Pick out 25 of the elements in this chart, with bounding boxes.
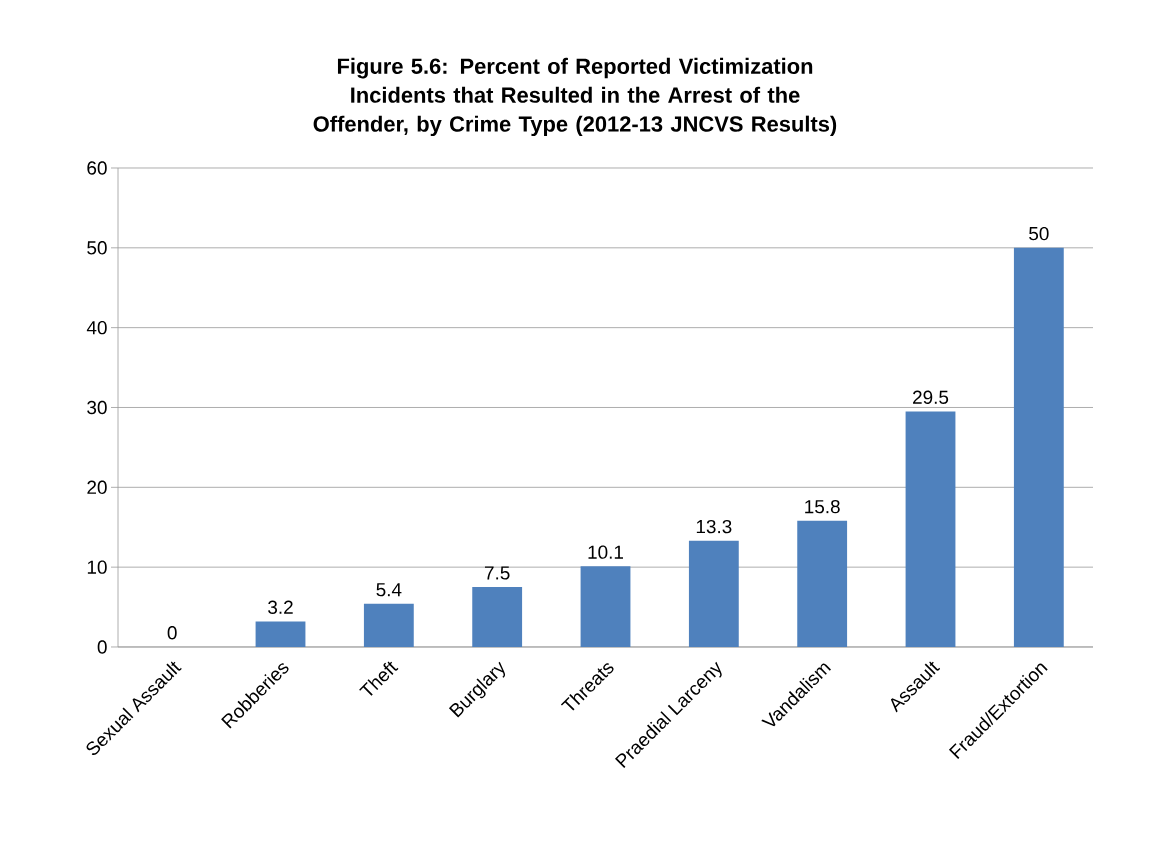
bar xyxy=(905,411,956,647)
bar xyxy=(688,540,739,647)
y-tick-label: 20 xyxy=(87,480,107,495)
data-label: 5.4 xyxy=(376,583,402,597)
bar xyxy=(255,621,306,647)
data-label: 50 xyxy=(1029,226,1049,241)
bar xyxy=(472,587,523,647)
data-label: 0 xyxy=(167,626,177,640)
data-label: 7.5 xyxy=(484,566,510,580)
data-label: 3.2 xyxy=(268,600,293,614)
data-label: 15.8 xyxy=(805,499,840,514)
chart-title: Figure 5.6: Percent of Reported Victimization Incidents that Resulted in the Arrest of the Offender, by Crime Type (2012-13 JNCVS Results) xyxy=(313,57,837,137)
y-tick-label: 40 xyxy=(86,320,107,335)
bar xyxy=(363,603,414,647)
y-tick-label: 50 xyxy=(87,241,107,255)
data-label: 29.5 xyxy=(913,390,949,404)
data-label: 13.3 xyxy=(696,519,732,534)
y-tick-label: 0 xyxy=(97,640,107,654)
y-tick-label: 60 xyxy=(87,161,107,175)
bar xyxy=(580,566,631,647)
y-tick-label: 10 xyxy=(87,560,107,574)
y-tick-label: 30 xyxy=(87,400,107,415)
bar xyxy=(797,520,848,647)
data-label: 10.1 xyxy=(588,545,623,559)
bar xyxy=(1013,247,1064,647)
